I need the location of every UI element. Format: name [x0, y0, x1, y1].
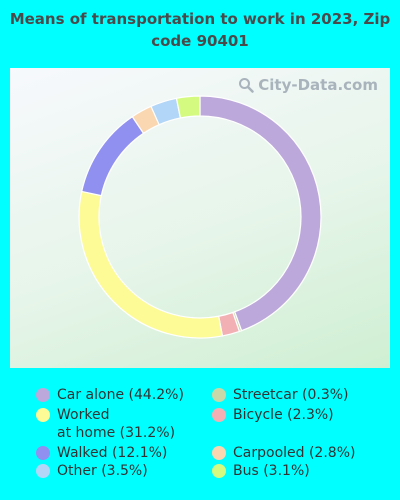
- legend-swatch: [36, 446, 50, 460]
- legend-item-streetcar: Streetcar (0.3%): [212, 386, 349, 404]
- legend-label: Streetcar (0.3%): [233, 387, 349, 403]
- slice-worked-at-home: [78, 190, 224, 339]
- legend-item-bicycle: Bicycle (2.3%): [212, 406, 334, 424]
- legend-item-other: Other (3.5%): [36, 462, 148, 480]
- chart-title: Means of transportation to work in 2023,…: [9, 10, 391, 50]
- legend-label: Bicycle (2.3%): [233, 407, 334, 423]
- legend-label: Car alone (44.2%): [57, 387, 184, 403]
- legend-swatch: [212, 388, 226, 402]
- slice-walked: [81, 115, 145, 197]
- legend-swatch: [212, 408, 226, 422]
- legend-label: Carpooled (2.8%): [233, 445, 356, 461]
- legend-item-bus: Bus (3.1%): [212, 462, 310, 480]
- watermark-text: City-Data.com: [258, 76, 378, 94]
- legend-item-car-alone: Car alone (44.2%): [36, 386, 184, 404]
- legend-label: Worked at home (31.2%): [57, 407, 176, 441]
- legend-swatch: [36, 388, 50, 402]
- slice-bus: [175, 95, 201, 119]
- legend-item-worked-at-home: Worked at home (31.2%): [36, 406, 175, 442]
- legend-label: Walked (12.1%): [57, 445, 168, 461]
- legend-label: Other (3.5%): [57, 463, 148, 479]
- legend-swatch: [212, 446, 226, 460]
- watermark: City-Data.com: [238, 76, 378, 94]
- legend-swatch: [212, 464, 226, 478]
- legend-item-walked: Walked (12.1%): [36, 444, 167, 462]
- magnifier-icon: [239, 78, 255, 93]
- legend-swatch: [36, 408, 50, 422]
- donut-chart: [78, 95, 322, 339]
- legend-item-carpooled: Carpooled (2.8%): [212, 444, 355, 462]
- legend: Car alone (44.2%) Worked at home (31.2%) W…: [36, 386, 396, 486]
- legend-swatch: [36, 464, 50, 478]
- legend-label: Bus (3.1%): [233, 463, 310, 479]
- slice-car-alone: [199, 95, 322, 332]
- plot-area: City-Data.com: [10, 68, 390, 368]
